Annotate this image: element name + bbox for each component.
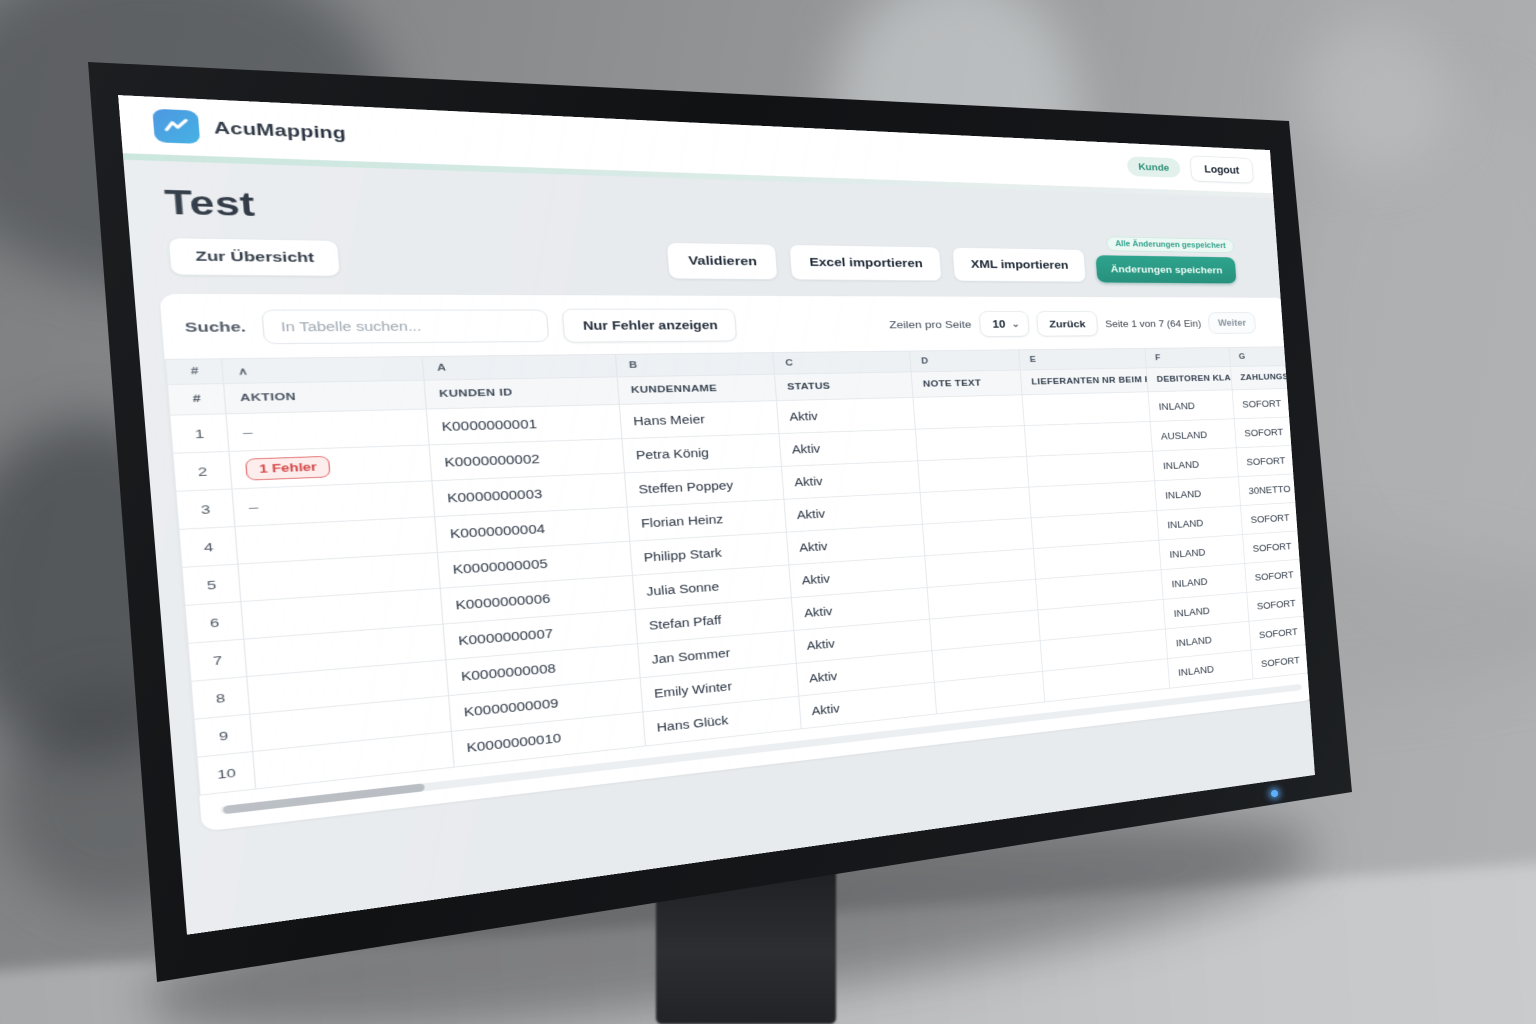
- background-blur-blob: [1290, 90, 1536, 610]
- no-action-dash: –: [242, 424, 253, 440]
- column-letter-7[interactable]: F: [1144, 347, 1231, 368]
- cell-status[interactable]: Aktiv: [776, 397, 916, 434]
- rows-per-page-label: Zeilen pro Seite: [888, 318, 972, 331]
- error-badge[interactable]: 1 Fehler: [244, 455, 331, 481]
- column-letter-1[interactable]: ∧: [221, 356, 425, 384]
- column-letter-2[interactable]: A: [422, 354, 618, 381]
- column-letter-6[interactable]: E: [1018, 348, 1147, 371]
- page-title: Test: [163, 183, 257, 224]
- column-letter-0[interactable]: #: [165, 358, 224, 385]
- validate-button[interactable]: Validieren: [666, 242, 779, 280]
- cell-kundenname[interactable]: Hans Meier: [619, 400, 779, 439]
- cell-num[interactable]: 5: [181, 564, 241, 606]
- column-letter-5[interactable]: D: [909, 349, 1021, 372]
- cell-debitoren-klasse[interactable]: AUSLAND: [1150, 418, 1237, 452]
- no-action-dash: –: [248, 499, 259, 515]
- power-led: [1271, 790, 1278, 797]
- page-status: Seite 1 von 7 (64 Ein): [1104, 317, 1202, 329]
- cell-num[interactable]: 6: [184, 601, 244, 644]
- logout-button[interactable]: Logout: [1189, 155, 1254, 184]
- back-to-overview-button[interactable]: Zur Übersicht: [167, 237, 341, 277]
- search-input[interactable]: [261, 309, 550, 345]
- cell-debitoren-klasse[interactable]: INLAND: [1148, 389, 1235, 422]
- column-header-7[interactable]: DEBITOREN KLASSE: [1146, 366, 1233, 392]
- column-letter-3[interactable]: B: [615, 352, 775, 377]
- next-page-button[interactable]: Weiter: [1207, 312, 1257, 334]
- table-card: Suche. Nur Fehler anzeigen Zeilen pro Se…: [159, 293, 1315, 832]
- save-changes-button[interactable]: Änderungen speichern: [1095, 255, 1237, 284]
- cell-note-text[interactable]: [915, 425, 1027, 461]
- background-blur-blob: [1300, 20, 1450, 170]
- column-header-3[interactable]: KUNDENNAME: [617, 374, 777, 405]
- column-header-4[interactable]: STATUS: [774, 371, 914, 401]
- cell-num[interactable]: 9: [193, 714, 253, 758]
- table-body: 1– K0000000001 Hans Meier Aktiv INLAND SOFORT…: [169, 387, 1315, 796]
- brand-name: AcuMapping: [213, 118, 347, 142]
- column-header-6[interactable]: LIEFERANTEN NR BEIM KUNDEN: [1020, 367, 1149, 395]
- previous-page-button[interactable]: Zurück: [1036, 311, 1099, 337]
- cell-num[interactable]: 8: [190, 676, 250, 720]
- search-label: Suche.: [184, 319, 247, 336]
- page-head-left: Test Zur Übersicht: [151, 183, 341, 277]
- column-header-0[interactable]: #: [167, 383, 226, 416]
- xml-import-button[interactable]: XML importieren: [951, 246, 1087, 283]
- filter-row: Suche. Nur Fehler anzeigen Zeilen pro Se…: [160, 307, 1287, 348]
- brand-logo-icon: [152, 108, 201, 144]
- page-head-actions: Validieren Excel importieren XML importi…: [665, 227, 1265, 284]
- kunde-role-chip[interactable]: Kunde: [1126, 155, 1181, 178]
- cell-debitoren-klasse[interactable]: INLAND: [1152, 447, 1239, 481]
- spacer: [749, 324, 876, 325]
- rows-per-page-value: 10: [992, 317, 1006, 331]
- page-head: Test Zur Übersicht Validieren Excel impo…: [151, 183, 1266, 284]
- cell-num[interactable]: 1: [169, 413, 229, 454]
- chevron-down-icon: ⌄: [1010, 318, 1021, 330]
- show-errors-only-button[interactable]: Nur Fehler anzeigen: [561, 308, 738, 343]
- table-wrapper: # ∧ A B C D E F G # AKTION KUNDEN ID KUNDENNAME STAT…: [165, 346, 1315, 796]
- cell-num[interactable]: 2: [172, 451, 232, 492]
- save-stack: Alle Änderungen gespeichert Änderungen s…: [1094, 236, 1237, 284]
- cell-lieferanten-nr[interactable]: [1022, 391, 1151, 426]
- column-letter-4[interactable]: C: [772, 351, 912, 375]
- all-changes-saved-badge: Alle Änderungen gespeichert: [1106, 236, 1235, 254]
- mapping-table: # ∧ A B C D E F G # AKTION KUNDEN ID KUNDENNAME STAT…: [165, 346, 1315, 796]
- page-content: Test Zur Übersicht Validieren Excel impo…: [125, 182, 1315, 834]
- brand: AcuMapping: [152, 108, 347, 150]
- excel-import-button[interactable]: Excel importieren: [788, 244, 943, 282]
- cell-num[interactable]: 3: [175, 489, 235, 530]
- rows-per-page-select[interactable]: 10 ⌄: [978, 311, 1030, 337]
- cell-num[interactable]: 7: [187, 639, 247, 682]
- cell-num[interactable]: 10: [196, 751, 256, 796]
- pagination: Zeilen pro Seite 10 ⌄ Zurück Seite 1 von…: [888, 311, 1275, 338]
- cell-note-text[interactable]: [913, 394, 1025, 430]
- header-actions: Kunde Logout: [1126, 153, 1254, 184]
- column-header-5[interactable]: NOTE TEXT: [911, 370, 1023, 398]
- cell-num[interactable]: 4: [178, 526, 238, 568]
